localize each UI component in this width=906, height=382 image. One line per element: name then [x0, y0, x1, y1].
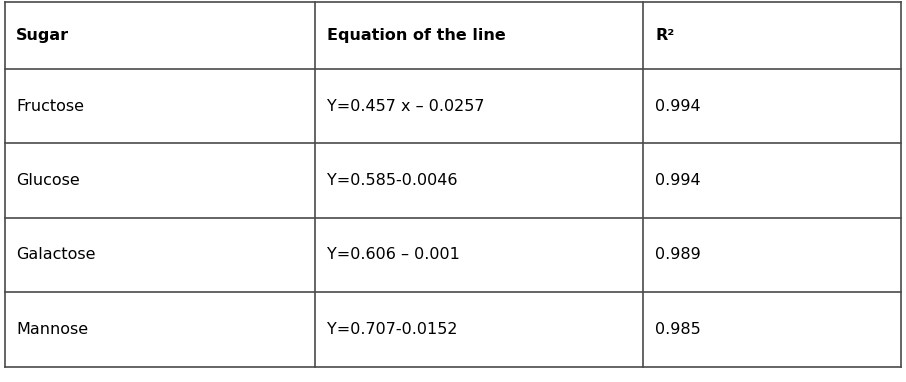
Text: Galactose: Galactose: [16, 248, 96, 262]
Text: 0.989: 0.989: [655, 248, 700, 262]
Text: 0.994: 0.994: [655, 99, 700, 113]
Text: 0.985: 0.985: [655, 322, 700, 337]
Text: Y=0.707-0.0152: Y=0.707-0.0152: [327, 322, 458, 337]
Text: R²: R²: [655, 28, 674, 43]
Text: 0.994: 0.994: [655, 173, 700, 188]
Text: Sugar: Sugar: [16, 28, 70, 43]
Text: Fructose: Fructose: [16, 99, 84, 113]
Text: Y=0.606 – 0.001: Y=0.606 – 0.001: [327, 248, 460, 262]
Text: Y=0.457 x – 0.0257: Y=0.457 x – 0.0257: [327, 99, 485, 113]
Text: Equation of the line: Equation of the line: [327, 28, 506, 43]
Text: Mannose: Mannose: [16, 322, 89, 337]
Text: Glucose: Glucose: [16, 173, 80, 188]
Text: Y=0.585-0.0046: Y=0.585-0.0046: [327, 173, 458, 188]
